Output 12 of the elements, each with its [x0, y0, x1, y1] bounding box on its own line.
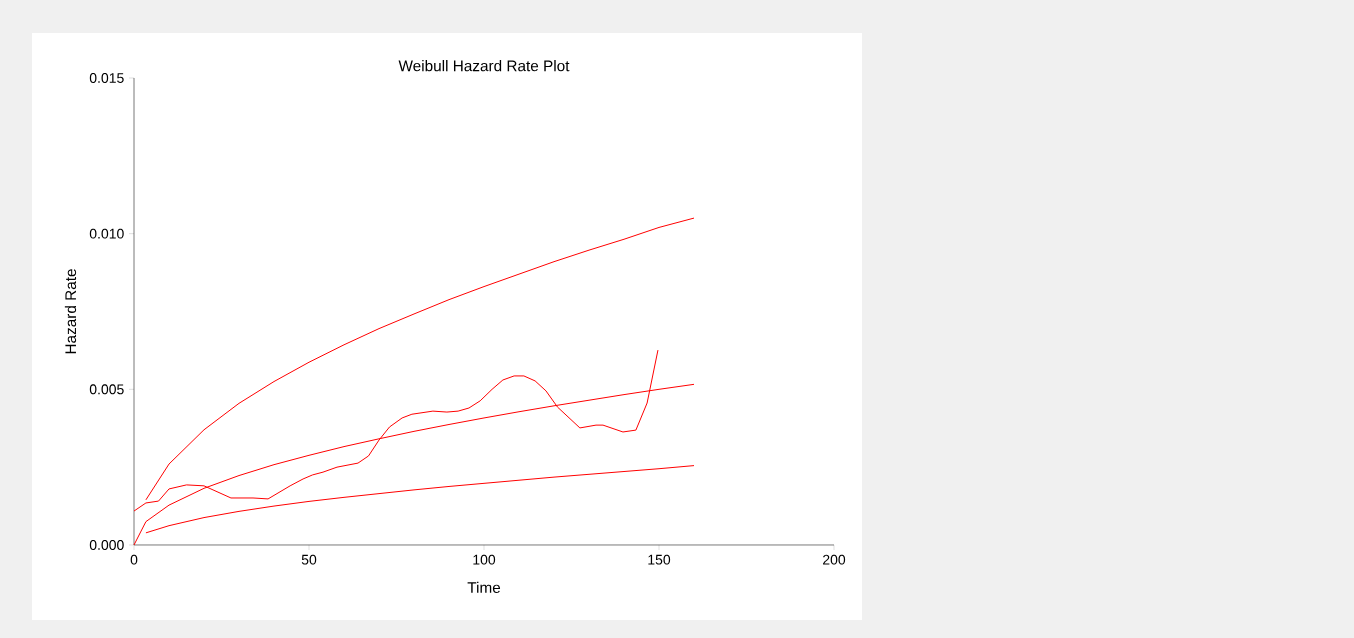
y-axis-title: Hazard Rate [64, 269, 77, 354]
x-axis-title: Time [467, 581, 501, 594]
x-tick-label: 0 [130, 554, 138, 565]
y-tick-label: 0.000 [89, 540, 124, 550]
x-tick-label: 150 [648, 554, 671, 565]
y-tick-label: 0.015 [89, 73, 124, 83]
x-tick-label: 200 [823, 554, 846, 565]
y-tick-label: 0.010 [89, 228, 124, 239]
x-tick-label: 100 [473, 554, 496, 565]
chart-title: Weibull Hazard Rate Plot [398, 60, 570, 72]
x-tick-label: 50 [301, 554, 317, 565]
y-tick-label: 0.005 [89, 384, 124, 395]
